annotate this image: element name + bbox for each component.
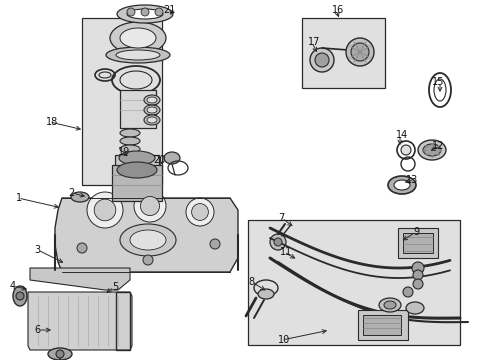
Bar bbox=[115, 155, 159, 183]
Circle shape bbox=[185, 198, 214, 226]
Circle shape bbox=[155, 8, 163, 16]
Ellipse shape bbox=[106, 47, 170, 63]
Circle shape bbox=[402, 287, 412, 297]
Circle shape bbox=[411, 262, 423, 274]
Text: 13: 13 bbox=[405, 175, 417, 185]
Text: 7: 7 bbox=[278, 213, 284, 223]
Circle shape bbox=[314, 53, 328, 67]
Ellipse shape bbox=[117, 162, 157, 178]
Ellipse shape bbox=[405, 302, 423, 314]
Ellipse shape bbox=[143, 105, 160, 115]
Text: 11: 11 bbox=[280, 247, 292, 257]
Circle shape bbox=[400, 145, 410, 155]
Text: 18: 18 bbox=[46, 117, 58, 127]
Bar bbox=[302, 18, 384, 88]
Bar bbox=[357, 310, 407, 340]
Circle shape bbox=[412, 270, 422, 280]
Text: 14: 14 bbox=[395, 130, 407, 140]
Ellipse shape bbox=[13, 286, 27, 306]
Ellipse shape bbox=[119, 151, 155, 165]
Text: 19: 19 bbox=[118, 147, 130, 157]
Circle shape bbox=[134, 190, 165, 222]
Circle shape bbox=[77, 243, 87, 253]
Text: 8: 8 bbox=[247, 277, 254, 287]
Circle shape bbox=[412, 279, 422, 289]
Text: 5: 5 bbox=[112, 282, 118, 292]
Bar bbox=[247, 220, 459, 345]
Circle shape bbox=[269, 234, 285, 250]
Text: 17: 17 bbox=[307, 37, 320, 47]
Ellipse shape bbox=[120, 28, 156, 48]
Ellipse shape bbox=[393, 180, 409, 190]
Ellipse shape bbox=[422, 144, 440, 156]
Ellipse shape bbox=[117, 5, 173, 23]
Ellipse shape bbox=[147, 97, 157, 103]
Text: 15: 15 bbox=[431, 77, 443, 87]
Text: 12: 12 bbox=[431, 141, 443, 151]
Ellipse shape bbox=[120, 137, 140, 145]
Circle shape bbox=[209, 239, 220, 249]
Text: 21: 21 bbox=[163, 5, 176, 15]
Ellipse shape bbox=[48, 348, 72, 360]
Text: 9: 9 bbox=[413, 227, 419, 237]
Circle shape bbox=[350, 43, 368, 61]
Text: 20: 20 bbox=[153, 155, 165, 165]
Circle shape bbox=[191, 204, 208, 220]
Circle shape bbox=[127, 8, 135, 16]
Circle shape bbox=[273, 238, 282, 246]
Bar bbox=[112, 165, 162, 201]
Circle shape bbox=[16, 292, 24, 300]
Ellipse shape bbox=[147, 107, 157, 113]
Text: 1: 1 bbox=[16, 193, 22, 203]
Polygon shape bbox=[28, 292, 132, 350]
Ellipse shape bbox=[258, 289, 273, 299]
Circle shape bbox=[94, 199, 116, 221]
Circle shape bbox=[141, 8, 149, 16]
Ellipse shape bbox=[116, 50, 160, 60]
Ellipse shape bbox=[130, 230, 165, 250]
Ellipse shape bbox=[417, 140, 445, 160]
Ellipse shape bbox=[120, 129, 140, 137]
Bar bbox=[362, 315, 400, 335]
Ellipse shape bbox=[127, 9, 163, 19]
Polygon shape bbox=[55, 198, 238, 272]
Text: 6: 6 bbox=[34, 325, 40, 335]
Text: 4: 4 bbox=[10, 281, 16, 291]
Text: 16: 16 bbox=[331, 5, 344, 15]
Ellipse shape bbox=[120, 145, 140, 153]
Ellipse shape bbox=[143, 95, 160, 105]
Circle shape bbox=[56, 350, 64, 358]
Circle shape bbox=[140, 197, 159, 216]
Bar bbox=[397, 228, 437, 258]
Circle shape bbox=[87, 192, 123, 228]
Ellipse shape bbox=[163, 152, 180, 164]
Ellipse shape bbox=[147, 117, 157, 123]
Circle shape bbox=[309, 48, 333, 72]
Circle shape bbox=[346, 38, 373, 66]
Bar bbox=[120, 90, 156, 128]
Polygon shape bbox=[30, 268, 130, 290]
Bar bbox=[402, 233, 432, 253]
Text: 3: 3 bbox=[34, 245, 40, 255]
Text: 10: 10 bbox=[278, 335, 290, 345]
Ellipse shape bbox=[378, 298, 400, 312]
Circle shape bbox=[142, 255, 153, 265]
Bar bbox=[116, 292, 130, 350]
Ellipse shape bbox=[120, 224, 176, 256]
Ellipse shape bbox=[71, 192, 89, 202]
Ellipse shape bbox=[383, 301, 395, 309]
Bar bbox=[82, 18, 162, 185]
Ellipse shape bbox=[143, 115, 160, 125]
Ellipse shape bbox=[387, 176, 415, 194]
Text: 2: 2 bbox=[68, 188, 74, 198]
Ellipse shape bbox=[110, 22, 165, 54]
